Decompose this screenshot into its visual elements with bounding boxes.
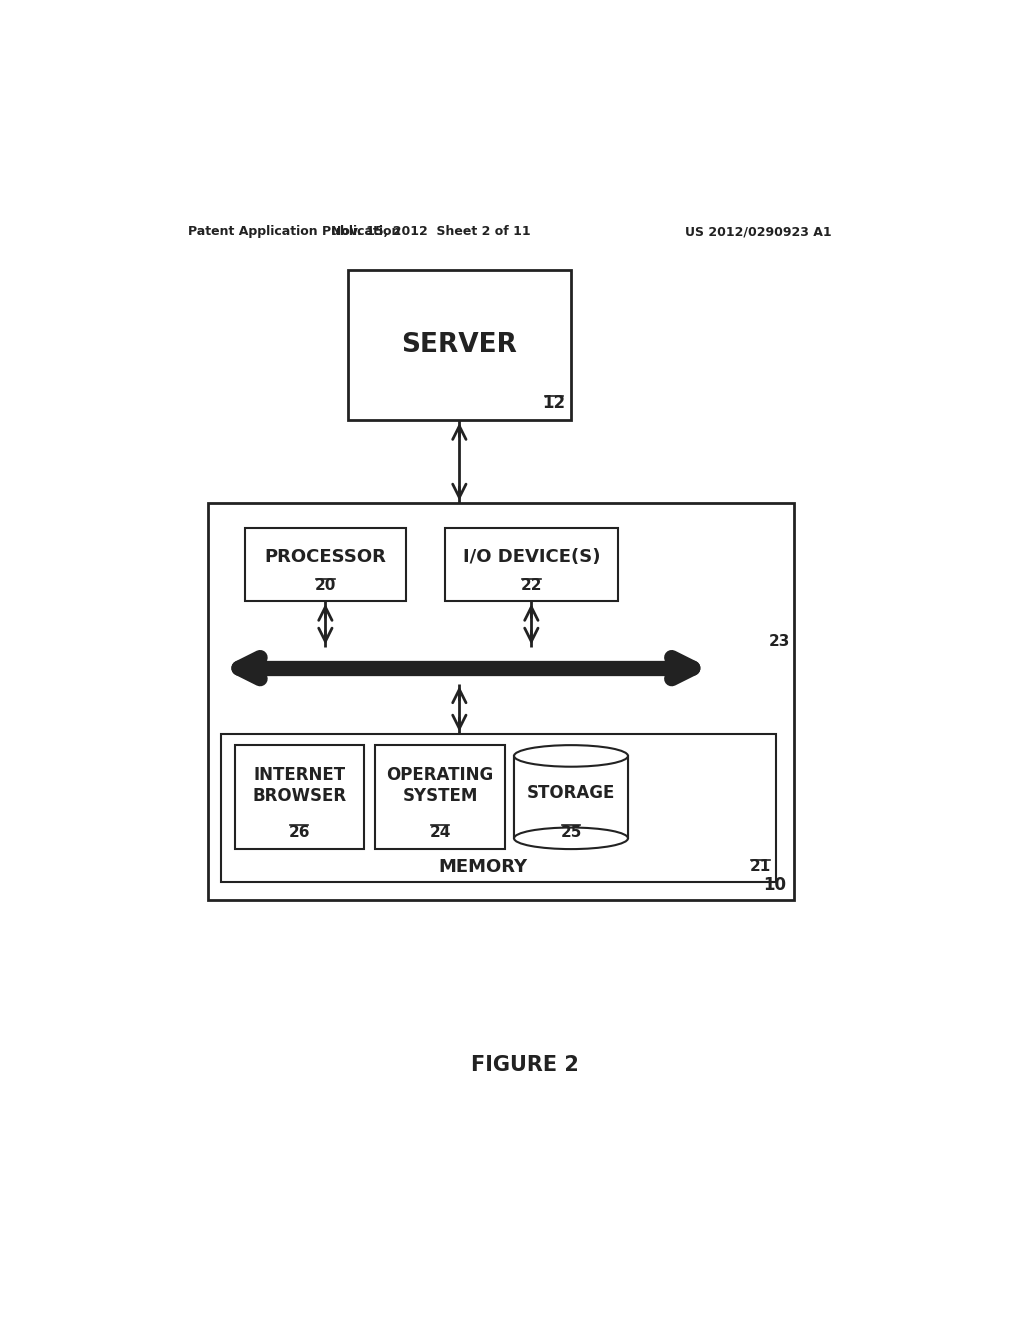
Bar [245,528,407,601]
Text: 23: 23 [769,635,791,649]
Bar [234,744,364,849]
Text: INTERNET
BROWSER: INTERNET BROWSER [252,766,346,805]
Text: FIGURE 2: FIGURE 2 [471,1056,579,1076]
Bar [514,756,628,838]
Text: 25: 25 [560,825,582,840]
Ellipse shape [514,744,628,767]
Text: MEMORY: MEMORY [438,858,527,875]
Text: I/O DEVICE(S): I/O DEVICE(S) [463,548,600,566]
Text: 22: 22 [520,578,542,593]
Text: OPERATING
SYSTEM: OPERATING SYSTEM [386,766,494,805]
Text: 21: 21 [750,859,771,874]
Text: 20: 20 [314,578,336,593]
Bar [444,528,617,601]
Text: 12: 12 [543,395,565,412]
Text: Patent Application Publication: Patent Application Publication [188,224,400,238]
Text: 10: 10 [764,875,786,894]
Ellipse shape [514,828,628,849]
Text: 24: 24 [429,825,451,840]
Bar [221,734,776,882]
Text: SERVER: SERVER [401,333,517,358]
Bar [208,503,795,900]
Text: US 2012/0290923 A1: US 2012/0290923 A1 [685,224,831,238]
Bar [348,271,571,420]
Text: Nov. 15, 2012  Sheet 2 of 11: Nov. 15, 2012 Sheet 2 of 11 [331,224,530,238]
Bar [376,744,505,849]
Text: STORAGE: STORAGE [526,784,615,803]
Text: 26: 26 [289,825,310,840]
Text: PROCESSOR: PROCESSOR [264,548,386,566]
